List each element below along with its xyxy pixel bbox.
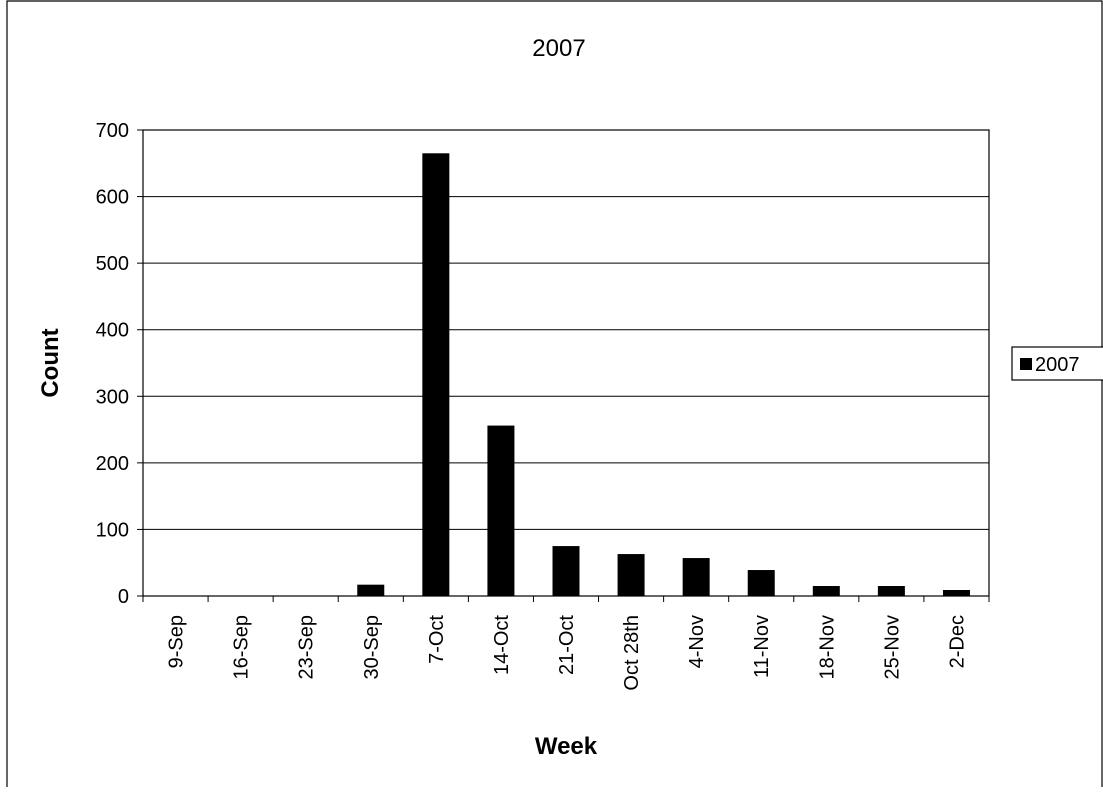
x-tick-label: 7-Oct <box>426 615 448 664</box>
x-tick-label: 4-Nov <box>686 615 708 668</box>
y-tick-label: 100 <box>96 519 129 541</box>
x-axis-title: Week <box>535 733 598 760</box>
bar <box>617 554 645 596</box>
bar <box>487 425 515 596</box>
x-tick-label: 30-Sep <box>361 615 383 680</box>
x-tick-label: 25-Nov <box>881 615 903 679</box>
x-tick-label: 2-Dec <box>946 615 968 668</box>
legend-swatch <box>1020 358 1032 370</box>
y-tick-label: 500 <box>96 253 129 275</box>
x-tick-label: Oct 28th <box>621 615 643 691</box>
x-tick-label: 23-Sep <box>296 615 318 680</box>
bars <box>357 153 970 597</box>
chart-frame <box>6 0 1103 787</box>
x-tick-label: 11-Nov <box>751 615 773 678</box>
y-axis-title: Count <box>37 328 64 397</box>
gridlines <box>143 129 989 597</box>
legend-label: 2007 <box>1035 354 1080 376</box>
y-tick-label: 600 <box>96 187 129 209</box>
y-tick-label: 200 <box>96 453 129 475</box>
x-axis-ticks: 9-Sep 16-Sep 23-Sep 30-Sep 7-Oct 14-Oct 21-Oct… <box>142 596 990 691</box>
y-tick-label: 300 <box>96 386 129 408</box>
bar <box>942 590 970 596</box>
x-tick-label: 18-Nov <box>816 615 838 679</box>
bar <box>682 558 710 596</box>
x-tick-label: 21-Oct <box>556 615 578 675</box>
y-tick-label: 0 <box>118 586 129 608</box>
bar <box>747 570 775 596</box>
y-tick-label: 400 <box>96 320 129 342</box>
chart-title: 2007 <box>532 35 585 62</box>
bar <box>877 586 905 596</box>
x-tick-label: 9-Sep <box>166 615 188 668</box>
y-axis-ticks: 0 100 200 300 400 500 600 700 <box>96 120 143 608</box>
plot-area-border <box>142 129 990 597</box>
legend: 2007 <box>1011 346 1103 381</box>
bar <box>812 586 840 596</box>
x-tick-label: 14-Oct <box>491 615 513 675</box>
bar <box>422 153 450 597</box>
x-tick-label: 16-Sep <box>231 615 253 680</box>
y-tick-label: 700 <box>96 120 129 142</box>
bar <box>357 584 385 596</box>
bar <box>552 546 580 596</box>
